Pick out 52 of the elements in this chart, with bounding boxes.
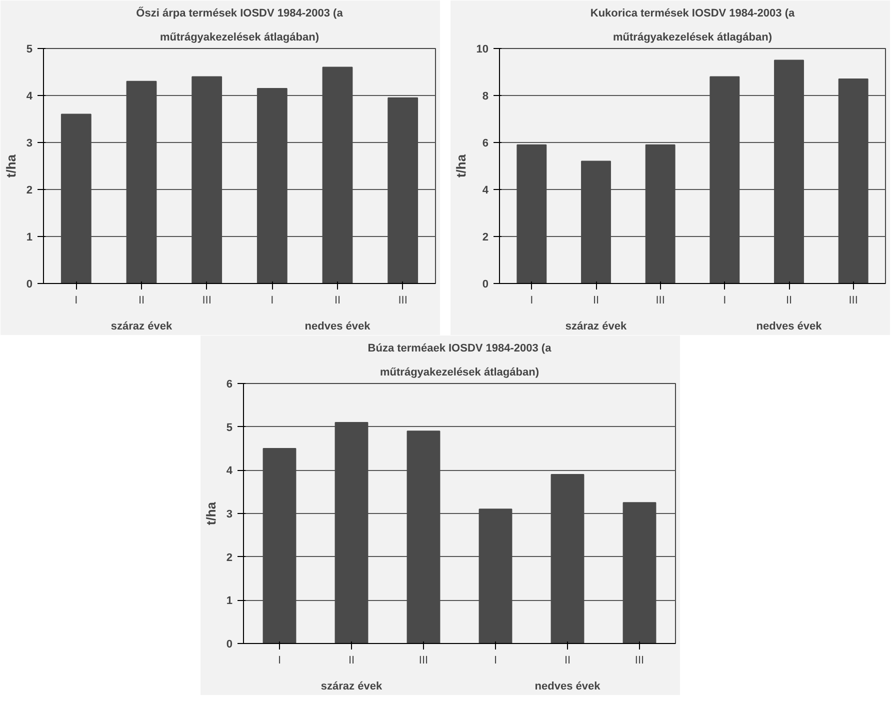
y-tick-label: 4	[226, 465, 234, 478]
chart-subtitle: műtrágyakezelések átlagában)	[380, 366, 540, 378]
y-tick-label: 3	[226, 508, 233, 520]
x-tick-label: I	[494, 654, 498, 666]
chart-title: Búza terméaek IOSDV 1984-2003 (a	[368, 342, 552, 354]
x-tick-label: III	[634, 654, 644, 666]
text: száraz évek	[320, 680, 383, 692]
y-tick-label: 4	[26, 90, 34, 102]
y-axis-title: t/ha	[3, 154, 18, 178]
y-tick-label: 1	[26, 232, 33, 244]
y-tick-label: 6	[482, 138, 489, 150]
y-tick-label: 4	[482, 184, 490, 196]
y-tick-label: 1	[226, 595, 233, 608]
x-tick-label: II	[564, 654, 571, 666]
x-tick-label: III	[848, 294, 858, 306]
x-tick-label: I	[530, 294, 534, 306]
x-tick-label: III	[656, 294, 665, 306]
chart-title: Őszi árpa termések IOSDV 1984-2003 (a	[136, 6, 344, 20]
x-tick-label: III	[398, 294, 408, 306]
x-tick-label: I	[278, 654, 282, 666]
y-tick-label: 5	[226, 422, 233, 434]
y-tick-label: 2	[26, 184, 33, 196]
y-axis-title: t/ha	[203, 501, 218, 526]
y-tick-label: 0	[26, 278, 33, 290]
y-tick-label: 5	[26, 44, 33, 56]
text: száraz évek	[565, 320, 628, 332]
y-tick-label: 8	[482, 90, 489, 102]
x-tick-label: II	[348, 654, 355, 666]
chart-subtitle: műtrágyakezelések átlagában)	[160, 32, 320, 44]
x-tick-label: I	[74, 294, 78, 306]
y-tick-label: 0	[482, 278, 489, 290]
y-tick-label: 3	[26, 138, 33, 150]
text: száraz évek	[110, 320, 173, 332]
x-tick-label: II	[138, 294, 145, 306]
x-tick-label: II	[334, 294, 341, 306]
text: nedves évek	[756, 320, 823, 332]
x-tick-label: III	[202, 294, 212, 306]
y-tick-label: 0	[226, 638, 233, 650]
x-tick-label: II	[592, 294, 600, 306]
chart-title: Kukorica termések IOSDV 1984-2003 (a	[590, 8, 796, 20]
y-axis-title: t/ha	[453, 154, 468, 178]
x-tick-label: I	[723, 294, 726, 306]
chart-subtitle: műtrágyakezelések átlagában)	[613, 32, 772, 44]
y-tick-label: 2	[226, 552, 233, 564]
y-tick-label: 2	[482, 232, 489, 244]
x-tick-label: I	[270, 294, 274, 306]
text: nedves évek	[534, 680, 602, 692]
text: nedves évek	[304, 320, 372, 332]
y-tick-label: 10	[476, 44, 489, 56]
x-tick-label: II	[786, 294, 792, 306]
y-tick-label: 6	[226, 378, 233, 390]
x-tick-label: III	[418, 654, 428, 666]
